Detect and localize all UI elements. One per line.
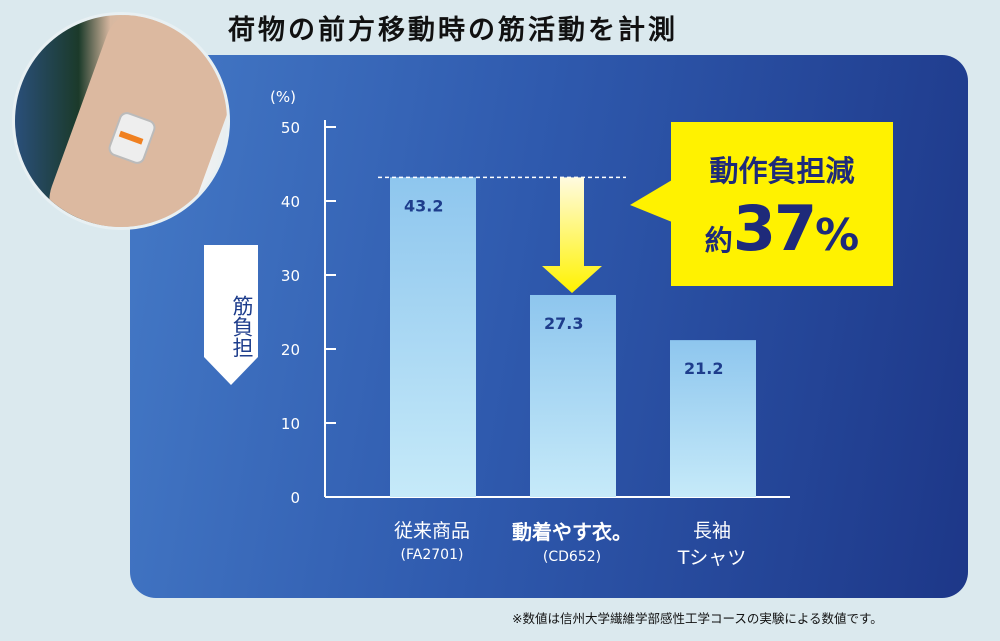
- callout-prefix: 約: [704, 224, 733, 257]
- callout-value: 37: [732, 192, 817, 265]
- bar-0: [390, 177, 476, 497]
- bar-2: [670, 340, 756, 497]
- category-name: 動着やす衣。: [512, 520, 632, 544]
- category-name: 長袖: [692, 520, 731, 542]
- page-title: 荷物の前方移動時の筋活動を計測: [228, 15, 678, 46]
- y-tick-label: 50: [281, 119, 300, 137]
- bar-value-label: 27.3: [544, 314, 583, 333]
- bar-1: [530, 294, 616, 497]
- down-arrow-icon: [542, 177, 602, 293]
- footnote: ※数値は信州大学繊維学部感性工学コースの実験による数値です。: [512, 611, 883, 626]
- bar-value-label: 21.2: [684, 359, 723, 378]
- y-axis-label: 筋負担: [204, 245, 258, 385]
- y-tick-label: 30: [281, 267, 300, 285]
- category-subname: Tシャツ: [677, 547, 747, 569]
- y-unit: (%): [270, 88, 296, 106]
- y-tick-label: 40: [281, 193, 300, 211]
- category-label-0: 従来商品 (FA2701): [362, 516, 502, 563]
- category-label-1: 動着やす衣。 (CD652): [502, 516, 642, 565]
- y-tick-label: 10: [281, 415, 300, 433]
- callout-title: 動作負担減: [709, 154, 855, 188]
- category-label-2: 長袖 Tシャツ: [642, 516, 782, 570]
- callout-pointer: [630, 180, 672, 222]
- category-name: 従来商品: [393, 520, 470, 542]
- arm-sensor-photo: [12, 12, 230, 230]
- y-tick-label: 0: [290, 489, 300, 507]
- category-code: (CD652): [542, 549, 602, 565]
- bar-value-label: 43.2: [404, 196, 443, 215]
- category-code: (FA2701): [400, 547, 464, 563]
- reduction-callout: 動作負担減 約37%: [671, 122, 893, 286]
- y-tick-label: 20: [281, 341, 300, 359]
- callout-suffix: %: [815, 210, 860, 261]
